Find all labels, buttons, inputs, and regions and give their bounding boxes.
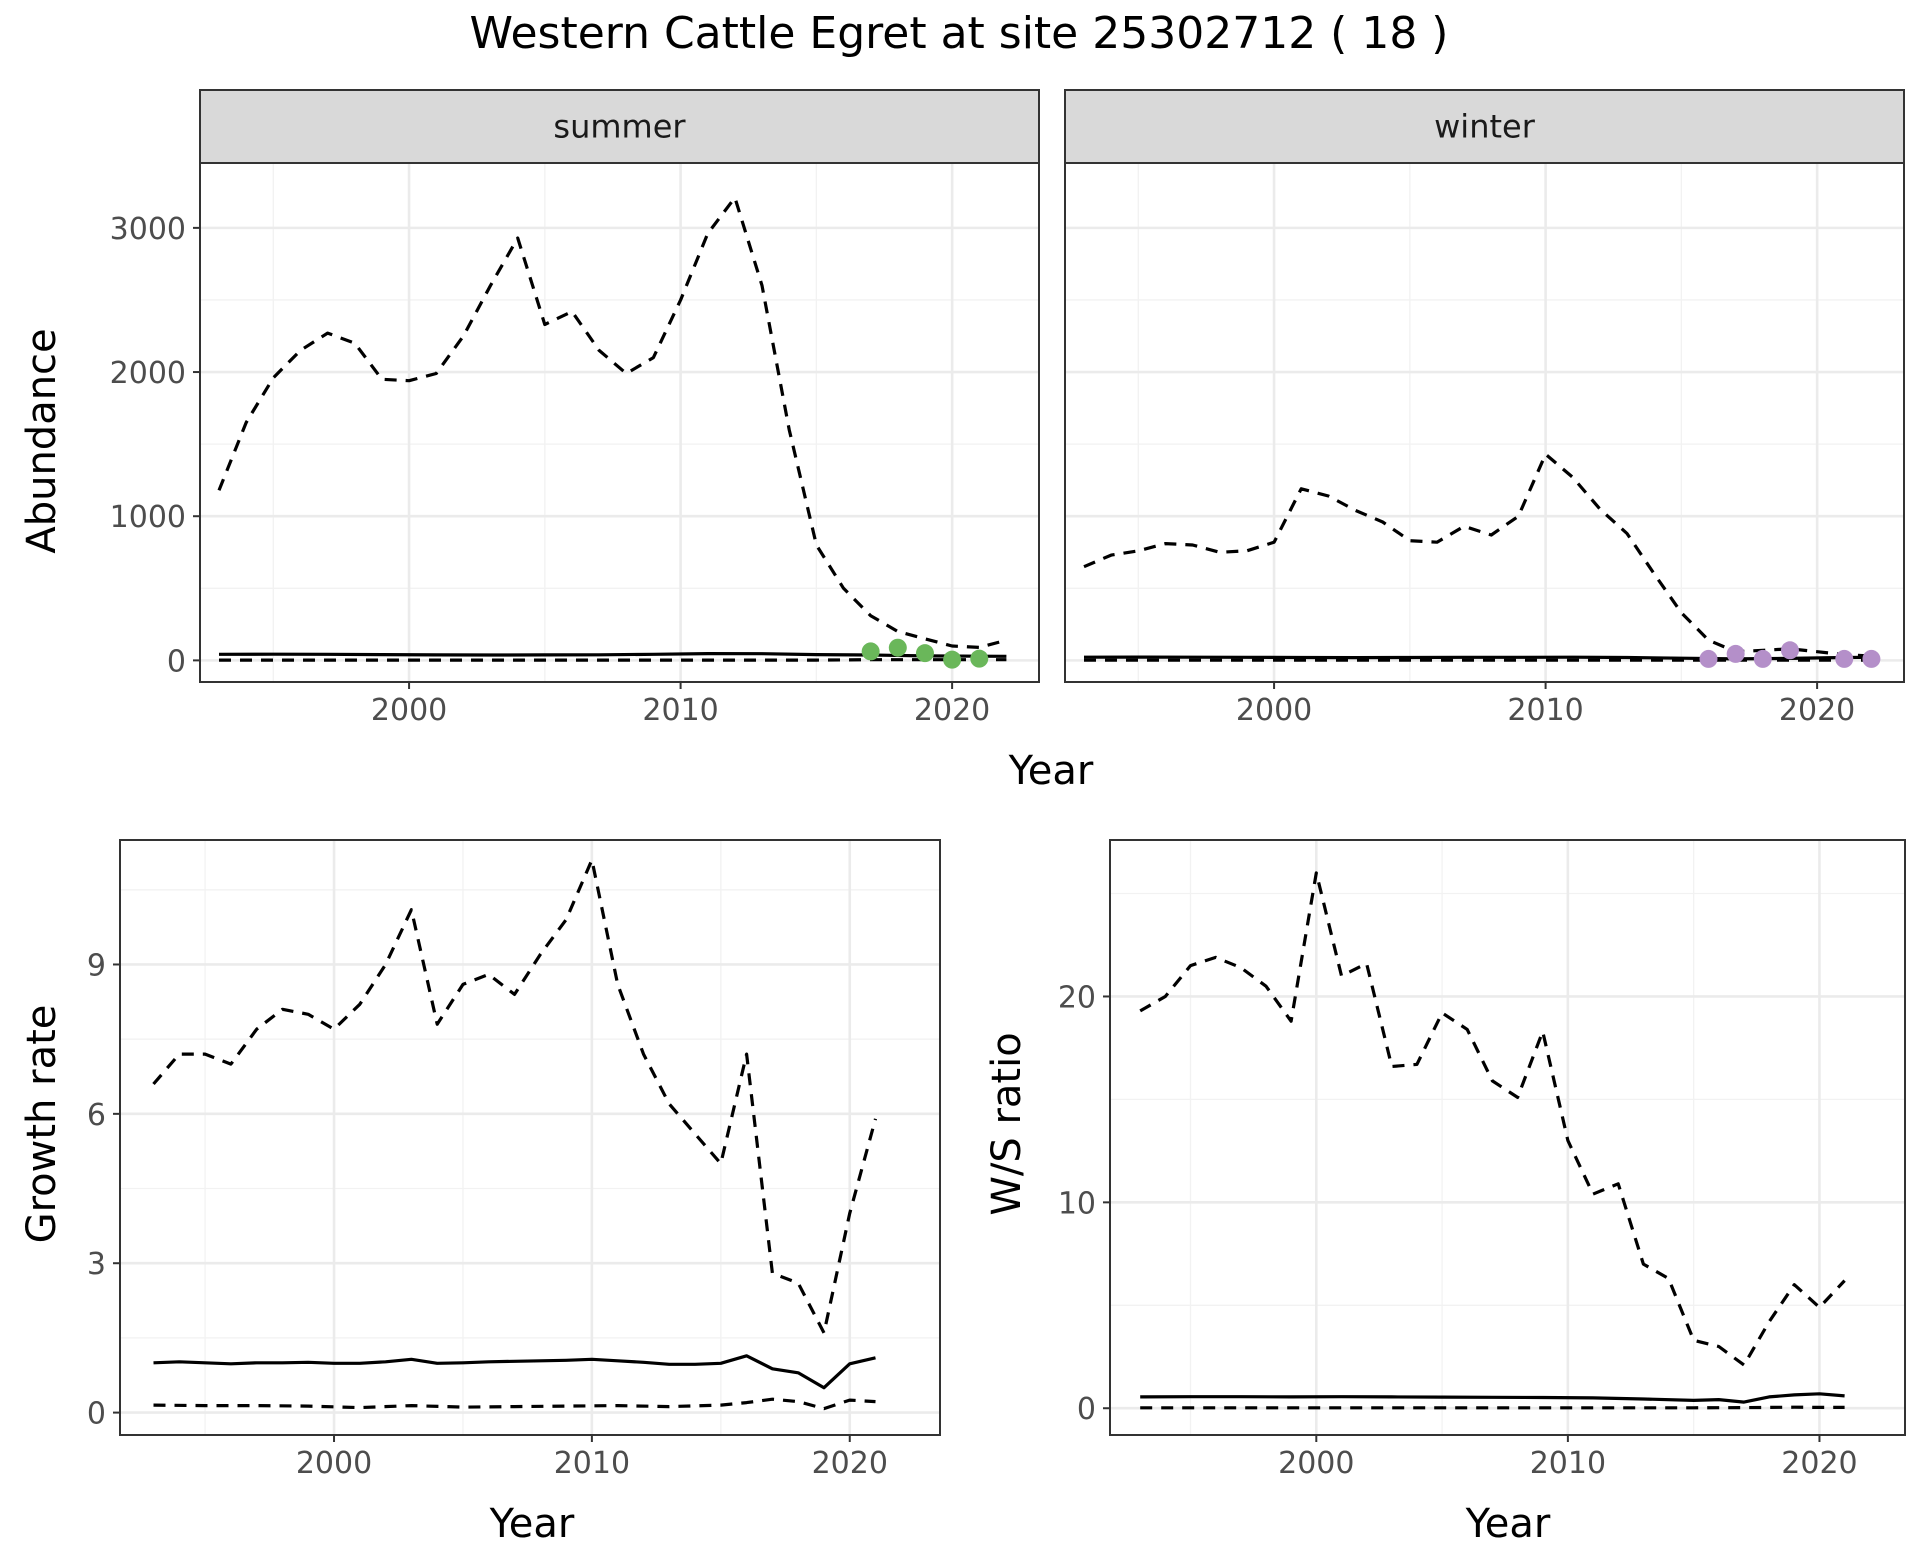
- winter-observed-point: [1862, 649, 1881, 668]
- summer-panel-background: [200, 163, 1039, 682]
- summer-observed-point: [861, 642, 880, 661]
- winter-panel-background: [1065, 163, 1904, 682]
- summer-x-tick-label: 2020: [914, 693, 990, 728]
- ws-ratio-chart: W/S ratio Year 2000 2010 2020 0 10 20: [984, 839, 1906, 1547]
- ratio-y-tick-label: 10: [1058, 1186, 1096, 1221]
- growth-x-tick-label: 2010: [554, 1446, 630, 1481]
- summer-observed-point: [888, 638, 907, 657]
- ratio-x-tick-label: 2000: [1278, 1446, 1354, 1481]
- summer-panel: 2000 2010 2020 0 1000 2000 3000 summer: [110, 89, 1040, 728]
- summer-observed-point: [915, 644, 934, 663]
- growth-panel-background: [120, 840, 940, 1435]
- summer-x-tick-label: 2000: [371, 693, 447, 728]
- ratio-x-tick-label: 2010: [1530, 1446, 1606, 1481]
- growth-x-tick-label: 2000: [296, 1446, 372, 1481]
- growth-y-tick-label: 3: [87, 1247, 106, 1282]
- ratio-panel-background: [1110, 840, 1905, 1435]
- winter-x-tick-label: 2020: [1779, 693, 1855, 728]
- summer-y-tick-label: 0: [167, 644, 186, 679]
- growth-x-axis-label: Year: [489, 1501, 575, 1547]
- abundance-y-axis-label: Abundance: [19, 328, 65, 553]
- ratio-y-tick-label: 20: [1058, 980, 1096, 1015]
- ratio-panel-border: [1109, 839, 1906, 1436]
- ratio-y-tick-label: 0: [1077, 1392, 1096, 1427]
- growth-panel-border: [119, 839, 941, 1436]
- summer-facet-strip: [199, 89, 1040, 164]
- ratio-series-dashed-line: [1139, 871, 1846, 1367]
- growth-y-tick-label: 0: [87, 1397, 106, 1432]
- winter-observed-point: [1726, 644, 1745, 663]
- summer-y-tick-label: 3000: [110, 212, 186, 247]
- winter-observed-point: [1835, 649, 1854, 668]
- summer-observed-point: [943, 650, 962, 669]
- summer-observed-point: [970, 649, 989, 668]
- summer-facet-label: summer: [553, 108, 686, 146]
- figure-title: Western Cattle Egret at site 25302712 ( …: [470, 8, 1449, 59]
- ratio-y-axis-label: W/S ratio: [984, 1032, 1030, 1215]
- winter-panel: 2000 2010 2020 winter: [1064, 89, 1905, 728]
- winter-observed-point: [1753, 649, 1772, 668]
- abundance-chart: Abundance Year 2000 2010 2020 0 1000 2000 3000…: [19, 89, 1905, 794]
- ratio-panel: 2000 2010 2020 0 10 20: [1058, 839, 1906, 1481]
- growth-y-axis-label: Growth rate: [19, 1005, 65, 1244]
- winter-x-tick-label: 2010: [1507, 693, 1583, 728]
- ratio-x-axis-label: Year: [1465, 1501, 1551, 1547]
- winter-facet-label: winter: [1434, 108, 1536, 146]
- growth-series-dashed-line: [152, 858, 878, 1335]
- growth-x-tick-label: 2020: [812, 1446, 888, 1481]
- summer-series-dashed-line: [217, 196, 1007, 649]
- growth-rate-chart: Growth rate Year 2000 2010 2020 0 3 6 9: [19, 839, 941, 1547]
- summer-x-tick-label: 2010: [642, 693, 718, 728]
- winter-observed-point: [1699, 649, 1718, 668]
- winter-series-solid-line: [1083, 655, 1872, 661]
- summer-y-tick-label: 1000: [110, 500, 186, 535]
- growth-series-solid-line: [153, 1354, 876, 1390]
- winter-x-tick-label: 2000: [1236, 693, 1312, 728]
- ratio-series-solid-line: [1140, 1392, 1845, 1404]
- summer-y-tick-label: 2000: [110, 356, 186, 391]
- abundance-x-axis-label: Year: [1008, 748, 1094, 794]
- growth-panel: 2000 2010 2020 0 3 6 9: [87, 839, 941, 1481]
- ratio-x-tick-label: 2020: [1781, 1446, 1857, 1481]
- growth-y-tick-label: 6: [87, 1098, 106, 1133]
- summer-series-solid-line: [218, 652, 1007, 658]
- growth-y-tick-label: 9: [87, 948, 106, 983]
- winter-facet-strip: [1064, 89, 1905, 164]
- winter-observed-point: [1780, 641, 1799, 660]
